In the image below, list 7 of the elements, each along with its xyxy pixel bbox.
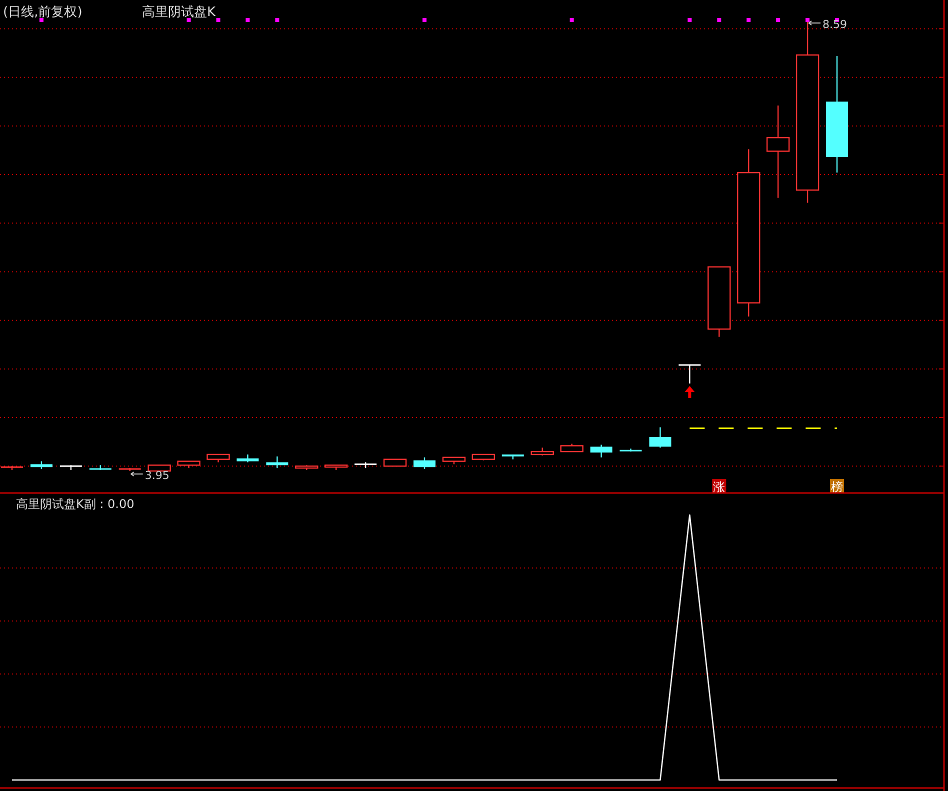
- chart-title: (日线,前复权): [3, 5, 82, 20]
- annotation: 8.59: [822, 18, 848, 31]
- chart-subtitle: 高里阴试盘K: [142, 4, 216, 20]
- chart-title: 高里阴试盘K副 : 0.00: [16, 497, 134, 511]
- text: 榜: [831, 480, 843, 494]
- text: 涨: [713, 480, 726, 494]
- annotation: 3.95: [144, 469, 170, 482]
